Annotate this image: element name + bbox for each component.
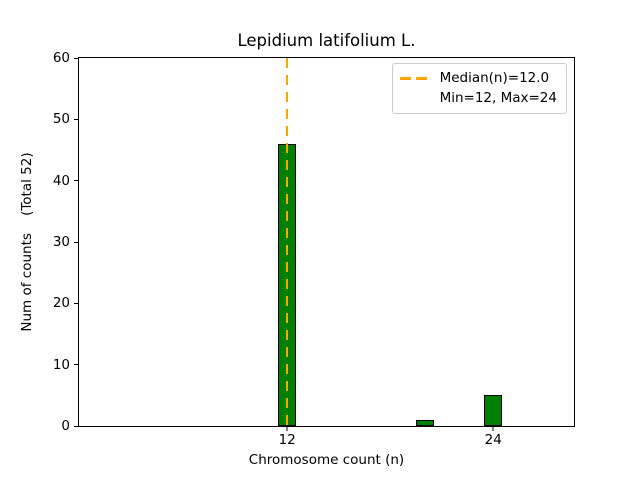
- legend: Median(n)=12.0 Min=12, Max=24: [391, 63, 567, 114]
- y-tick-label-10: 10: [52, 356, 70, 373]
- y-tick-label-0: 0: [61, 418, 70, 434]
- y-tick-mark-30: [74, 241, 78, 243]
- x-tick-mark-12: [286, 427, 288, 431]
- y-tick-label-60: 60: [52, 50, 70, 66]
- median-line: [286, 58, 289, 426]
- median-dash-icon: [399, 76, 430, 80]
- legend-label-minmax: Min=12, Max=24: [439, 90, 557, 106]
- x-tick-mark-24: [492, 427, 494, 431]
- y-axis-label: Num of counts (Total 52): [19, 152, 35, 332]
- y-tick-label-30: 30: [52, 234, 70, 250]
- x-tick-label-12: 12: [278, 432, 296, 448]
- x-axis-label: Chromosome count (n): [248, 452, 405, 468]
- legend-entry-minmax: Min=12, Max=24: [400, 88, 557, 108]
- y-tick-label-50: 50: [52, 111, 70, 128]
- x-tick-label-24: 24: [484, 432, 502, 448]
- legend-entry-median: Median(n)=12.0: [399, 68, 557, 88]
- bar-n24: [484, 395, 503, 426]
- plot-area: Median(n)=12.0 Min=12, Max=24 0 10 20 30 40 5…: [53, 50, 575, 448]
- y-tick-label-40: 40: [52, 172, 70, 189]
- y-tick-mark-40: [74, 180, 78, 182]
- y-tick-mark-60: [74, 57, 78, 59]
- y-tick-mark-0: [74, 425, 78, 427]
- y-tick-label-20: 20: [52, 295, 70, 312]
- y-tick-mark-20: [74, 302, 78, 304]
- y-tick-mark-50: [74, 118, 78, 120]
- y-tick-mark-10: [74, 364, 78, 366]
- bar-n20: [415, 419, 434, 426]
- chart-title: Lepidium latifolium L.: [237, 31, 416, 50]
- legend-label-median: Median(n)=12.0: [439, 70, 550, 86]
